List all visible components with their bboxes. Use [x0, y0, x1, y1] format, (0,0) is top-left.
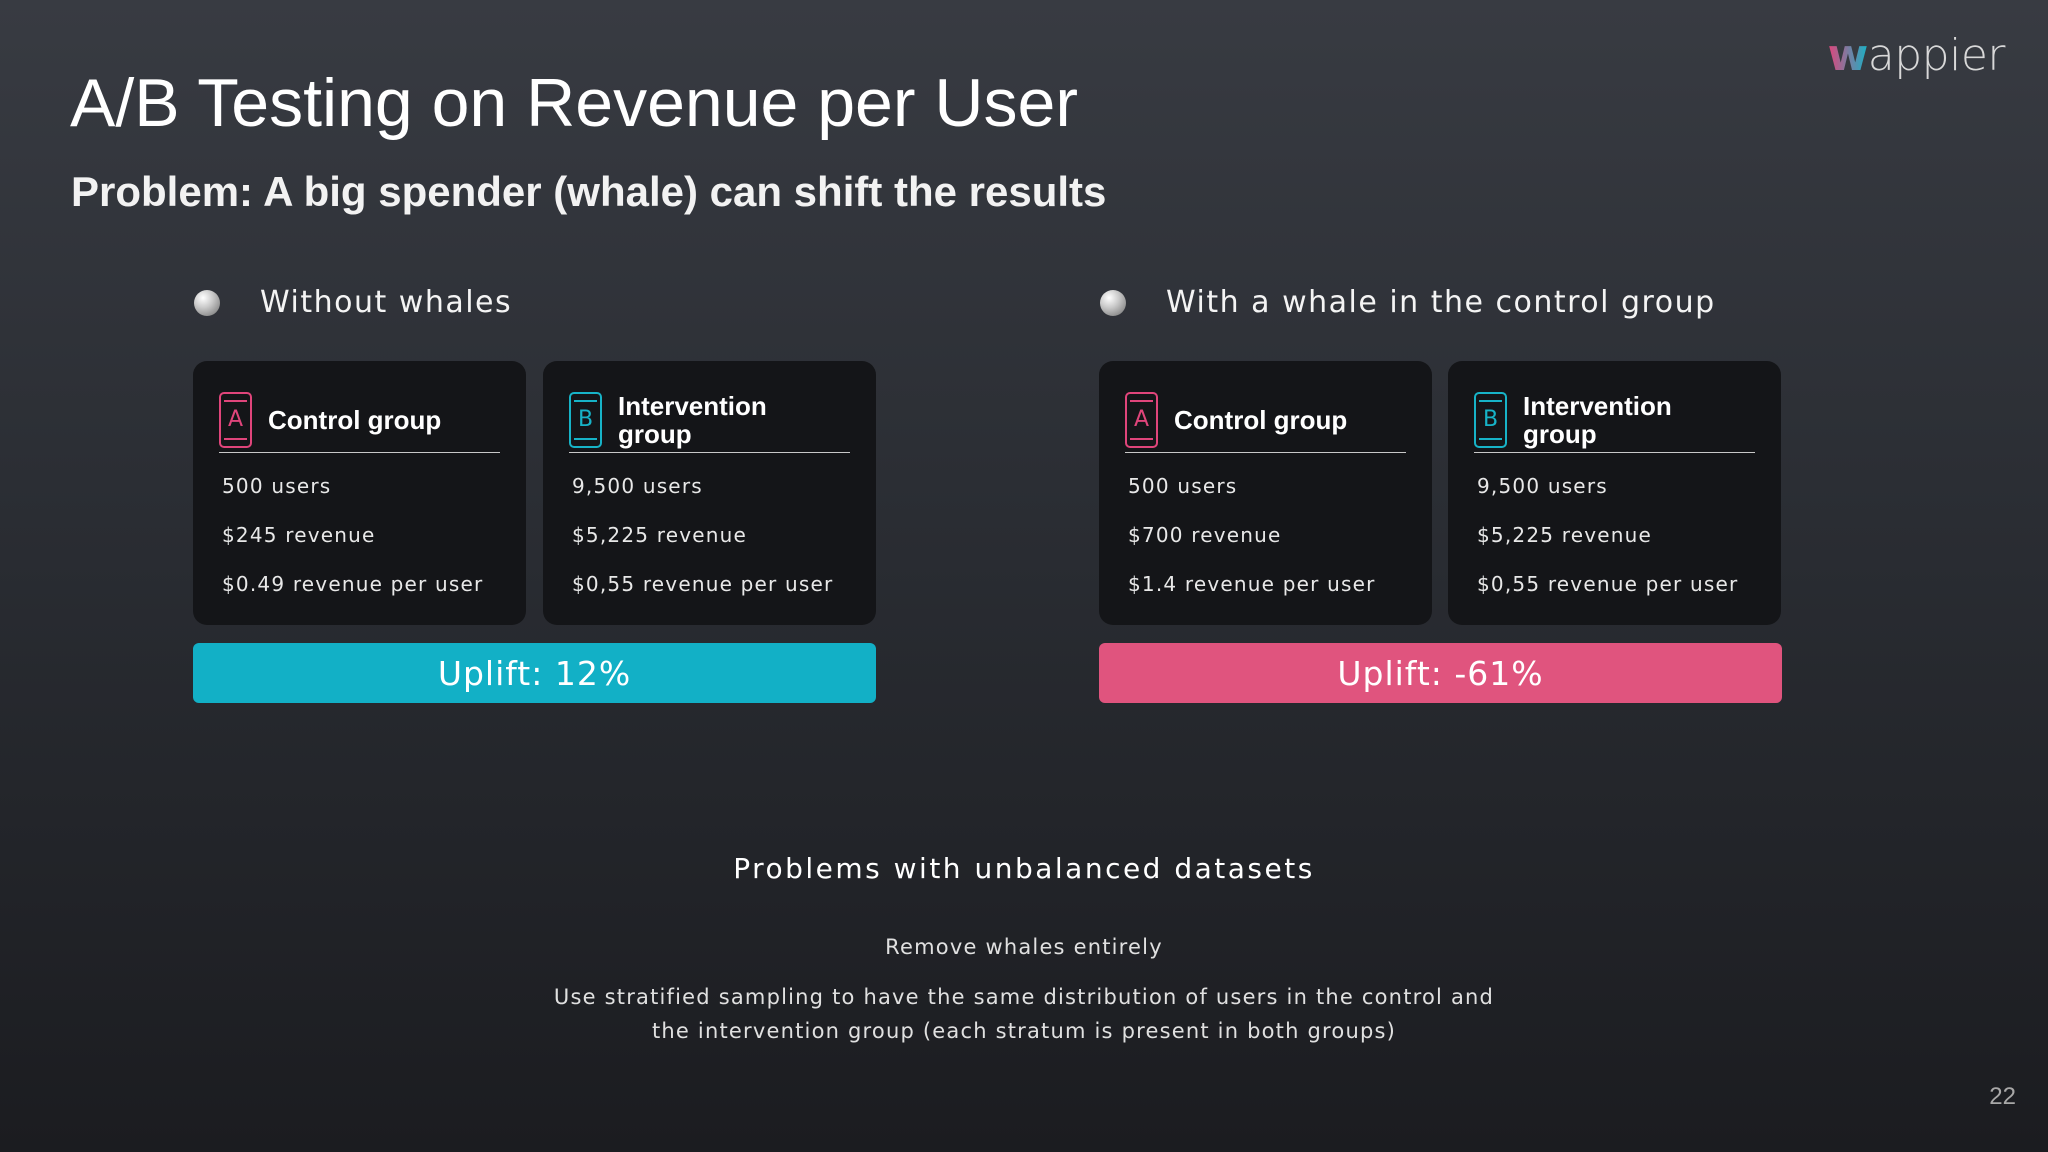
card-title: Control group — [1174, 404, 1348, 435]
users-stat: 500 users — [222, 474, 332, 498]
bullet-icon — [194, 289, 220, 316]
slide-title: A/B Testing on Revenue per User — [70, 65, 1078, 141]
card-title: Intervention group — [1523, 390, 1672, 449]
intervention-group-card: B Intervention group 9,500 users $5,225 r… — [543, 361, 876, 625]
revenue-stat: $245 revenue — [222, 523, 376, 547]
page-number: 22 — [1989, 1083, 2016, 1110]
phone-a-icon: A — [1125, 391, 1158, 448]
revenue-per-user-stat: $1.4 revenue per user — [1128, 572, 1376, 596]
revenue-per-user-stat: $0,55 revenue per user — [572, 572, 834, 596]
revenue-per-user-stat: $0.49 revenue per user — [222, 572, 484, 596]
uplift-banner-positive: Uplift: 12% — [193, 643, 876, 703]
card-header: A Control group — [219, 387, 500, 453]
scenario-heading-with-whale: With a whale in the control group — [1100, 285, 1716, 320]
bullet-icon — [1100, 289, 1126, 316]
card-title: Intervention group — [618, 390, 767, 449]
card-title: Control group — [268, 404, 442, 435]
phone-b-icon: B — [569, 391, 602, 448]
uplift-banner-negative: Uplift: -61% — [1099, 643, 1782, 703]
control-group-card-whale: A Control group 500 users $700 revenue $… — [1099, 361, 1432, 625]
revenue-stat: $5,225 revenue — [1477, 523, 1653, 547]
slide-subtitle: Problem: A big spender (whale) can shift… — [71, 168, 1107, 215]
problem-note-stratified-sampling: Use stratified sampling to have the same… — [553, 985, 1495, 1043]
wappier-logo: wappier — [1827, 30, 2006, 81]
intervention-group-card-whale: B Intervention group 9,500 users $5,225 r… — [1448, 361, 1781, 625]
phone-b-icon: B — [1474, 391, 1507, 448]
users-stat: 9,500 users — [1477, 474, 1608, 498]
card-header: A Control group — [1125, 387, 1406, 453]
card-header: B Intervention group — [569, 387, 850, 453]
users-stat: 500 users — [1128, 474, 1238, 498]
control-group-card: A Control group 500 users $245 revenue $… — [193, 361, 526, 625]
revenue-per-user-stat: $0,55 revenue per user — [1477, 572, 1739, 596]
scenario-heading-without-whales: Without whales — [194, 285, 512, 320]
card-header: B Intervention group — [1474, 387, 1755, 453]
phone-a-icon: A — [219, 391, 252, 448]
problems-heading: Problems with unbalanced datasets — [733, 852, 1315, 885]
revenue-stat: $700 revenue — [1128, 523, 1282, 547]
problem-note-remove-whales: Remove whales entirely — [885, 935, 1163, 959]
users-stat: 9,500 users — [572, 474, 703, 498]
revenue-stat: $5,225 revenue — [572, 523, 748, 547]
